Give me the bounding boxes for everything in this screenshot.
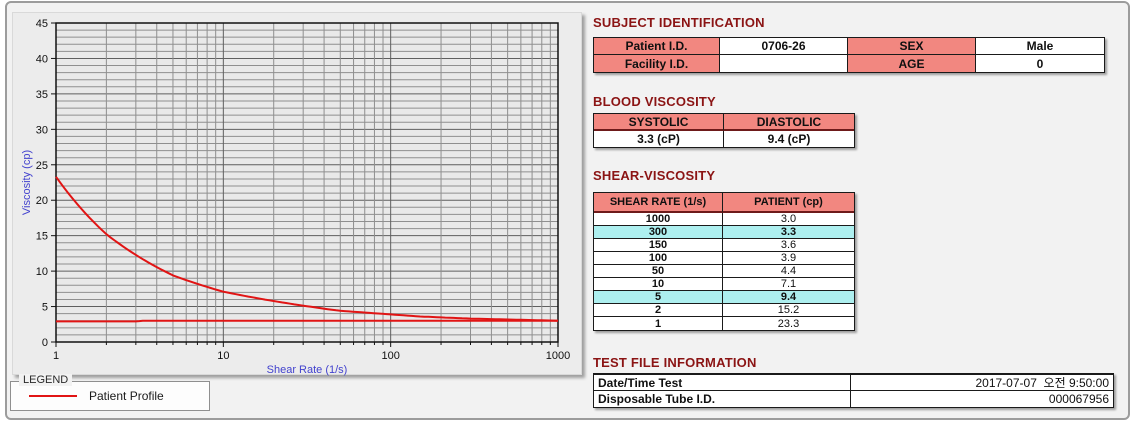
blood-viscosity-header: DIASTOLIC	[724, 114, 854, 131]
x-tick-label: 100	[381, 350, 399, 362]
patient-viscosity-cell: 3.3	[723, 226, 854, 239]
subject-field-value: Male	[976, 38, 1104, 55]
shear-viscosity-chart-panel: 0 5 10 15 20 25 30 35 40 45 1 10 100 1000 Viscosity (c…	[12, 12, 582, 376]
y-tick-label: 5	[42, 302, 48, 314]
y-tick-label: 40	[36, 53, 48, 65]
x-tick-label: 10	[217, 350, 229, 362]
legend-series-label: Patient Profile	[89, 389, 164, 403]
blood-viscosity-title: BLOOD VISCOSITY	[593, 94, 716, 109]
subject-field-value: 0706-26	[720, 38, 848, 55]
subject-field-label: Facility I.D.	[594, 55, 720, 72]
test-file-information-table: Date/Time Test 2017-07-07 오전 9:50:00 Dispo…	[593, 373, 1114, 408]
series-line-baseline-3cp	[56, 319, 558, 323]
blood-viscosity-value: 9.4 (cP)	[724, 131, 854, 147]
patient-profile-line-swatch-icon	[29, 395, 77, 397]
patient-viscosity-cell: 3.9	[723, 252, 854, 265]
patient-viscosity-cell: 3.6	[723, 239, 854, 252]
test-info-value: 000067956	[851, 391, 1113, 407]
shear-rate-cell: 50	[594, 265, 723, 278]
chart-legend-box: LEGEND Patient Profile	[10, 374, 210, 411]
test-file-information-title: TEST FILE INFORMATION	[593, 355, 757, 370]
patient-viscosity-cell: 15.2	[723, 304, 854, 317]
patient-viscosity-cell: 9.4	[723, 291, 854, 304]
patient-viscosity-cell: 23.3	[723, 317, 854, 330]
plot-border	[55, 22, 559, 343]
y-tick-label: 10	[36, 266, 48, 278]
subject-identification-table: Patient I.D. 0706-26 SEX Male Facility I.D. A…	[593, 37, 1105, 73]
plot-area	[56, 23, 558, 342]
shear-viscosity-chart: 0 5 10 15 20 25 30 35 40 45 1 10 100 1000 Viscosity (c…	[21, 18, 570, 376]
shear-rate-cell: 1000	[594, 213, 723, 226]
shear-rate-cell: 100	[594, 252, 723, 265]
y-tick-label: 0	[42, 337, 48, 349]
x-tick-label: 1000	[546, 350, 570, 362]
patient-viscosity-cell: 7.1	[723, 278, 854, 291]
y-tick-label: 25	[36, 160, 48, 172]
shear-rate-cell: 1	[594, 317, 723, 330]
x-tick-label: 1	[53, 350, 59, 362]
blood-viscosity-header: SYSTOLIC	[594, 114, 724, 131]
patient-viscosity-cell: 3.0	[723, 213, 854, 226]
subject-identification-title: SUBJECT IDENTIFICATION	[593, 15, 765, 30]
y-tick-label: 20	[36, 195, 48, 207]
test-info-value: 2017-07-07 오전 9:50:00	[851, 375, 1113, 391]
y-tick-label: 30	[36, 124, 48, 136]
test-info-label: Date/Time Test	[594, 375, 851, 391]
shear-rate-cell: 5	[594, 291, 723, 304]
shear-rate-cell: 150	[594, 239, 723, 252]
patient-viscosity-cell: 4.4	[723, 265, 854, 278]
legend-row: Patient Profile	[11, 382, 209, 410]
legend-caption: LEGEND	[19, 374, 73, 386]
subject-field-value: 0	[976, 55, 1104, 72]
shear-viscosity-title: SHEAR-VISCOSITY	[593, 168, 716, 183]
shear-table-header: PATIENT (cp)	[723, 193, 854, 213]
y-tick-label: 15	[36, 231, 48, 243]
subject-field-label: SEX	[848, 38, 976, 55]
subject-field-label: Patient I.D.	[594, 38, 720, 55]
test-info-label: Disposable Tube I.D.	[594, 391, 851, 407]
shear-rate-cell: 10	[594, 278, 723, 291]
shear-rate-cell: 2	[594, 304, 723, 317]
subject-field-label: AGE	[848, 55, 976, 72]
y-tick-label: 35	[36, 89, 48, 101]
blood-viscosity-value: 3.3 (cP)	[594, 131, 724, 147]
shear-table-header: SHEAR RATE (1/s)	[594, 193, 723, 213]
series-line-patient-profile	[55, 176, 559, 322]
shear-viscosity-table: SHEAR RATE (1/s) PATIENT (cp) 1000 3.0 300 3.…	[593, 192, 855, 331]
shear-rate-cell: 300	[594, 226, 723, 239]
x-axis-label: Shear Rate (1/s)	[267, 364, 348, 376]
blood-viscosity-table: SYSTOLIC DIASTOLIC 3.3 (cP) 9.4 (cP)	[593, 113, 855, 148]
y-axis-label: Viscosity (cp)	[21, 150, 33, 215]
subject-field-value	[720, 55, 848, 72]
y-tick-label: 45	[36, 18, 48, 30]
